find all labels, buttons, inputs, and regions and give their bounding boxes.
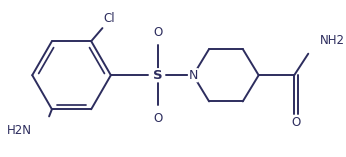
- Text: O: O: [153, 26, 162, 39]
- Text: O: O: [291, 116, 301, 129]
- Text: H2N: H2N: [7, 124, 32, 137]
- Text: NH2: NH2: [319, 34, 345, 47]
- Text: S: S: [153, 69, 162, 82]
- Text: N: N: [189, 69, 198, 82]
- Text: O: O: [153, 112, 162, 125]
- Text: Cl: Cl: [103, 12, 115, 25]
